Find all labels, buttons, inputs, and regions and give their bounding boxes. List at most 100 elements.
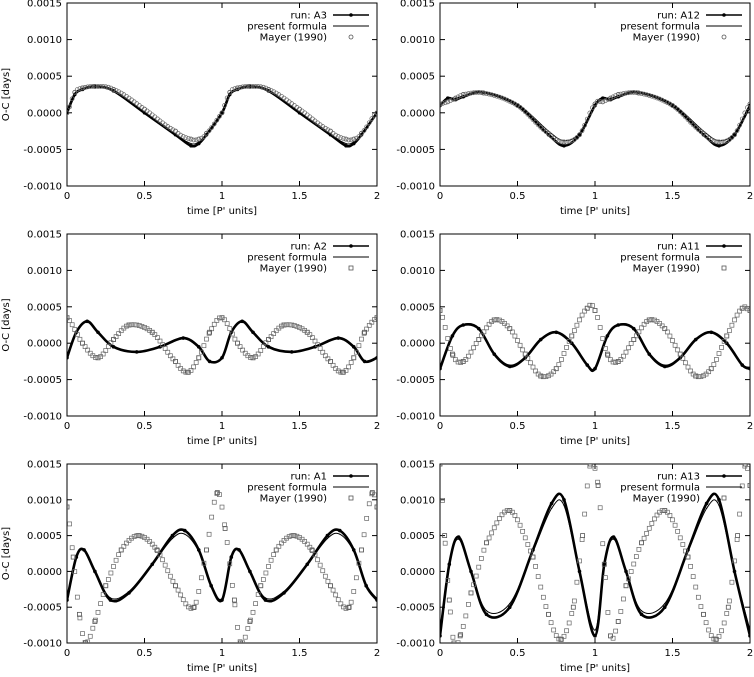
series-marker [484,540,489,546]
series-marker [266,564,271,569]
data-point [209,360,211,362]
series-marker [478,556,484,561]
series-marker [494,317,500,322]
series-marker [721,620,727,626]
series-marker [204,336,209,342]
series-marker [602,575,608,580]
series-marker [664,100,670,105]
legend-label: run: A11 [657,242,700,253]
series-marker [328,583,333,589]
data-point [112,345,115,347]
series-marker [597,99,603,104]
series-marker [561,633,567,639]
series-marker [623,349,629,355]
series-marker [486,535,492,541]
data-point [507,364,512,369]
series-marker [245,84,251,89]
series-marker [85,639,91,643]
series-marker [346,364,351,370]
series-marker [719,139,724,145]
data-point [353,141,355,143]
series-marker [77,86,83,91]
data-point [108,598,113,602]
y-tick-label: -0.0005 [396,145,435,156]
series-marker [528,114,533,120]
series-marker [556,362,562,367]
data-point [594,629,596,631]
series-marker [116,89,122,95]
series-marker [489,319,495,324]
series-marker [512,333,518,339]
series-marker [450,634,456,640]
series-marker [237,639,243,643]
series-marker [82,344,88,349]
data-point [183,528,187,533]
data-point [151,563,153,565]
series-marker [279,540,284,546]
data-point [82,548,86,552]
series-2 [67,532,377,601]
series-marker [566,339,572,344]
data-point [706,507,708,509]
series-marker [525,355,531,361]
series-marker [714,357,719,362]
series-marker [335,134,341,139]
legend-swatch-marker [722,13,726,17]
series-marker [227,89,233,95]
series-marker [618,357,624,362]
data-point [440,634,442,638]
series-marker [126,322,132,328]
series-marker [374,315,377,321]
y-axis-title: O-C [days] [1,68,12,121]
series-marker [504,97,510,103]
series-marker [726,598,732,604]
series-marker [227,326,233,331]
series-marker [98,354,103,359]
data-point [440,629,441,631]
series-marker [149,541,155,547]
data-point [448,563,450,565]
data-point [221,598,223,600]
series-line [67,528,377,603]
data-point [617,323,619,325]
series-marker [695,374,701,380]
y-tick-label: -0.0005 [396,603,435,614]
data-point [569,333,575,339]
series-marker [683,548,688,554]
series-marker [113,334,119,340]
series-marker [458,360,464,365]
series-marker [584,116,590,122]
data-point [484,612,489,617]
series-marker [739,116,745,122]
series-marker [600,541,606,547]
series-marker [504,323,510,329]
y-tick-label: 0.0000 [27,108,62,119]
series-marker [253,601,258,606]
data-point [83,550,85,552]
plot-area [440,90,750,148]
series-marker [745,105,750,110]
series-line [440,323,750,373]
series-marker [209,125,215,130]
series-marker [248,617,253,623]
series-marker [224,321,230,327]
series-marker [466,602,471,607]
data-point [458,538,460,540]
y-tick-label: 0.0010 [27,495,62,506]
y-tick-label: 0.0000 [400,339,435,350]
series-marker [714,139,719,145]
series-marker [569,611,575,616]
series-marker [561,351,567,356]
series-marker [284,322,289,328]
series-marker [559,139,564,145]
series-marker [72,327,78,332]
series-marker [69,545,75,551]
series-marker [214,117,220,123]
series-marker [698,604,704,609]
series-marker [618,91,624,97]
series-marker [564,345,569,350]
plot-frame [439,233,751,417]
series-marker [134,322,140,328]
series-marker [497,317,502,323]
